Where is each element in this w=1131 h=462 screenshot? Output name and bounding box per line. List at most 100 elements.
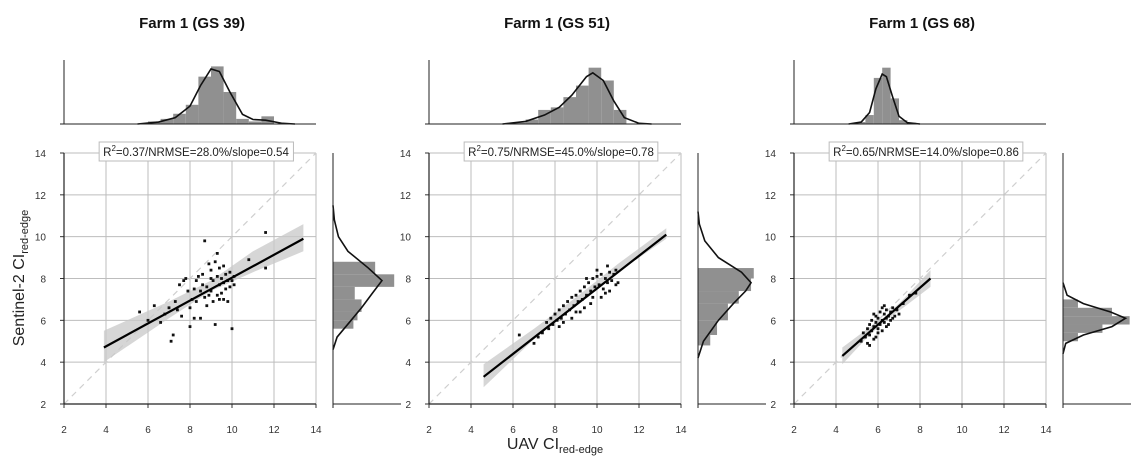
data-point	[908, 293, 911, 297]
top-hist-bar	[525, 119, 539, 124]
x-tick-label: 12	[268, 425, 280, 436]
one-to-one-line	[428, 152, 682, 405]
data-point	[232, 283, 236, 287]
top-hist-bar	[160, 118, 174, 124]
top-hist-bar	[248, 121, 262, 124]
x-tick-label: 14	[1040, 425, 1052, 436]
data-point	[549, 316, 553, 320]
data-point	[226, 300, 230, 303]
data-point	[545, 321, 548, 324]
regression-line	[841, 277, 932, 357]
y-tick-label: 12	[765, 191, 777, 202]
x-tick-label: 2	[61, 425, 67, 436]
data-point	[230, 327, 234, 331]
data-point	[228, 270, 232, 274]
stat-label: R2=0.37/NRMSE=28.0%/slope=0.54	[103, 144, 289, 159]
top-hist-bar	[588, 67, 602, 124]
y-axis-label: Sentinel-2 CIred-edge	[11, 210, 31, 347]
top-hist-bar	[873, 77, 883, 124]
data-point	[517, 333, 521, 337]
side-hist-bar	[698, 303, 728, 321]
data-point	[574, 310, 578, 314]
data-point	[188, 306, 192, 310]
data-point	[889, 318, 892, 322]
x-tick-label: 2	[426, 425, 432, 436]
data-point	[578, 289, 582, 293]
data-point	[593, 285, 597, 289]
data-point	[182, 279, 186, 282]
y-axis-label-sub: red-edge	[19, 210, 31, 254]
data-point	[889, 310, 892, 314]
top-hist-bar	[865, 115, 874, 124]
data-point	[230, 279, 234, 282]
x-tick-label: 8	[187, 425, 193, 436]
y-tick-label: 2	[405, 400, 411, 411]
data-point	[211, 279, 215, 282]
data-point	[218, 266, 221, 270]
data-point	[180, 314, 183, 318]
data-point	[562, 321, 565, 324]
data-point	[878, 323, 882, 326]
panel-3: Farm 1 (GS 68) 2 4 6 8 10 12 14 2 4 6 8 10 12 14 R2=0.6…	[765, 15, 1131, 436]
data-point	[536, 335, 540, 339]
top-hist-bar	[550, 107, 564, 124]
top-hist-bar	[890, 98, 899, 124]
stat-label-box	[463, 141, 659, 162]
data-point	[570, 295, 574, 299]
panel-title: Farm 1 (GS 51)	[504, 15, 610, 32]
top-marginal	[425, 60, 681, 125]
data-point	[173, 300, 177, 303]
top-marginal	[60, 60, 316, 125]
data-point	[551, 323, 555, 326]
data-point	[606, 281, 609, 285]
data-point	[574, 293, 578, 297]
data-point	[878, 310, 882, 314]
data-point	[194, 279, 198, 282]
top-density-curve	[137, 68, 296, 125]
y-tick-label: 4	[770, 358, 776, 369]
top-marginal	[790, 60, 1046, 125]
data-point	[578, 310, 582, 314]
data-point	[176, 308, 179, 312]
data-point	[264, 266, 267, 270]
data-point	[591, 295, 595, 299]
data-point	[880, 306, 884, 310]
confidence-band	[483, 228, 667, 388]
top-hist-bar	[198, 76, 211, 124]
data-point	[868, 333, 871, 337]
data-point	[203, 295, 207, 299]
data-point	[595, 275, 599, 278]
data-point	[171, 333, 175, 337]
x-tick-label: 6	[510, 425, 516, 436]
x-tick-label: 10	[226, 425, 238, 436]
y-tick-label: 8	[40, 275, 46, 286]
y-tick-label: 14	[35, 149, 47, 160]
data-point	[595, 268, 599, 272]
data-point	[610, 279, 614, 282]
data-point	[866, 341, 869, 345]
regression-line	[103, 237, 304, 349]
data-point	[192, 316, 196, 320]
x-tick-label: 2	[791, 425, 797, 436]
data-point	[220, 291, 223, 295]
data-point	[874, 314, 878, 318]
top-hist-bar	[601, 80, 614, 124]
data-point	[197, 275, 200, 278]
data-point	[874, 321, 878, 324]
data-point	[201, 283, 204, 287]
data-point	[224, 287, 228, 291]
side-hist-bar	[333, 320, 354, 329]
data-point	[562, 304, 565, 308]
data-point	[868, 344, 871, 347]
data-point	[589, 289, 593, 293]
stat-label: R2=0.65/NRMSE=14.0%/slope=0.86	[833, 144, 1019, 159]
data-point	[874, 335, 878, 339]
data-point	[203, 239, 207, 243]
data-point	[541, 331, 544, 335]
stat-label-box	[98, 141, 294, 162]
data-point	[861, 331, 865, 335]
data-point	[557, 325, 561, 329]
side-density-curve	[1062, 282, 1128, 355]
data-point	[201, 272, 204, 276]
data-point	[247, 258, 251, 262]
